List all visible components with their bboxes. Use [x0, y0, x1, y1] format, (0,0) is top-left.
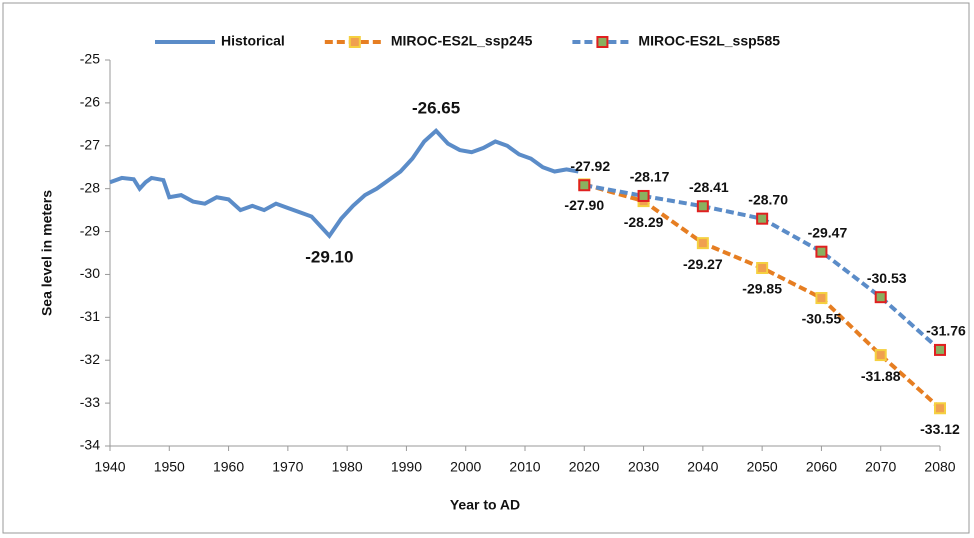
data-label: -31.76 — [926, 323, 966, 339]
data-label: -26.65 — [412, 98, 460, 117]
data-label: -27.90 — [564, 197, 604, 213]
data-label: -28.17 — [630, 169, 670, 185]
x-tick-label: 1940 — [94, 459, 125, 475]
x-tick-label: 2080 — [924, 459, 955, 475]
x-tick-label: 2030 — [628, 459, 659, 475]
data-label: -29.10 — [305, 247, 353, 266]
x-tick-label: 2020 — [569, 459, 600, 475]
marker — [934, 343, 946, 356]
data-label: -27.92 — [570, 158, 610, 174]
data-label: -29.27 — [683, 256, 723, 272]
x-tick-label: 1960 — [213, 459, 244, 475]
data-label: -30.53 — [867, 270, 907, 286]
data-label: -33.12 — [920, 421, 960, 437]
y-tick-label: -32 — [80, 351, 100, 367]
y-tick-label: -34 — [80, 437, 100, 453]
marker — [696, 200, 709, 213]
legend-marker — [596, 36, 609, 48]
marker — [874, 349, 887, 362]
data-label: -28.41 — [689, 179, 729, 195]
x-tick-label: 1970 — [272, 459, 303, 475]
y-tick-label: -29 — [80, 222, 100, 238]
legend-label: Historical — [221, 33, 285, 49]
y-tick-label: -28 — [80, 179, 100, 195]
y-tick-label: -25 — [80, 51, 100, 67]
x-tick-label: 1950 — [154, 459, 185, 475]
data-label: -28.29 — [624, 214, 664, 230]
x-tick-label: 2000 — [450, 459, 481, 475]
x-tick-label: 2040 — [687, 459, 718, 475]
y-tick-label: -30 — [80, 265, 100, 281]
marker — [874, 291, 887, 304]
data-label: -29.47 — [808, 224, 848, 240]
x-axis-label: Year to AD — [450, 497, 520, 513]
data-label: -31.88 — [861, 368, 901, 384]
marker — [815, 245, 828, 258]
legend-label: MIROC-ES2L_ssp245 — [391, 33, 533, 49]
marker — [756, 262, 769, 275]
x-tick-label: 1990 — [391, 459, 422, 475]
marker — [637, 189, 650, 202]
legend-label: MIROC-ES2L_ssp585 — [638, 33, 780, 49]
x-tick-label: 2050 — [747, 459, 778, 475]
marker — [756, 212, 769, 225]
data-label: -29.85 — [742, 281, 782, 297]
marker — [578, 179, 591, 192]
y-tick-label: -27 — [80, 136, 100, 152]
y-axis-label: Sea level in meters — [39, 190, 55, 316]
y-tick-label: -31 — [80, 308, 100, 324]
x-tick-label: 2010 — [509, 459, 540, 475]
marker — [815, 292, 828, 305]
marker — [696, 237, 709, 250]
x-tick-label: 2070 — [865, 459, 896, 475]
legend-marker — [348, 36, 361, 48]
y-tick-label: -26 — [80, 94, 100, 110]
series-line — [109, 127, 579, 240]
marker — [934, 402, 946, 415]
data-label: -30.55 — [802, 311, 842, 327]
y-tick-label: -33 — [80, 394, 100, 410]
x-tick-label: 1980 — [332, 459, 363, 475]
x-tick-label: 2060 — [806, 459, 837, 475]
data-label: -28.70 — [748, 191, 788, 207]
